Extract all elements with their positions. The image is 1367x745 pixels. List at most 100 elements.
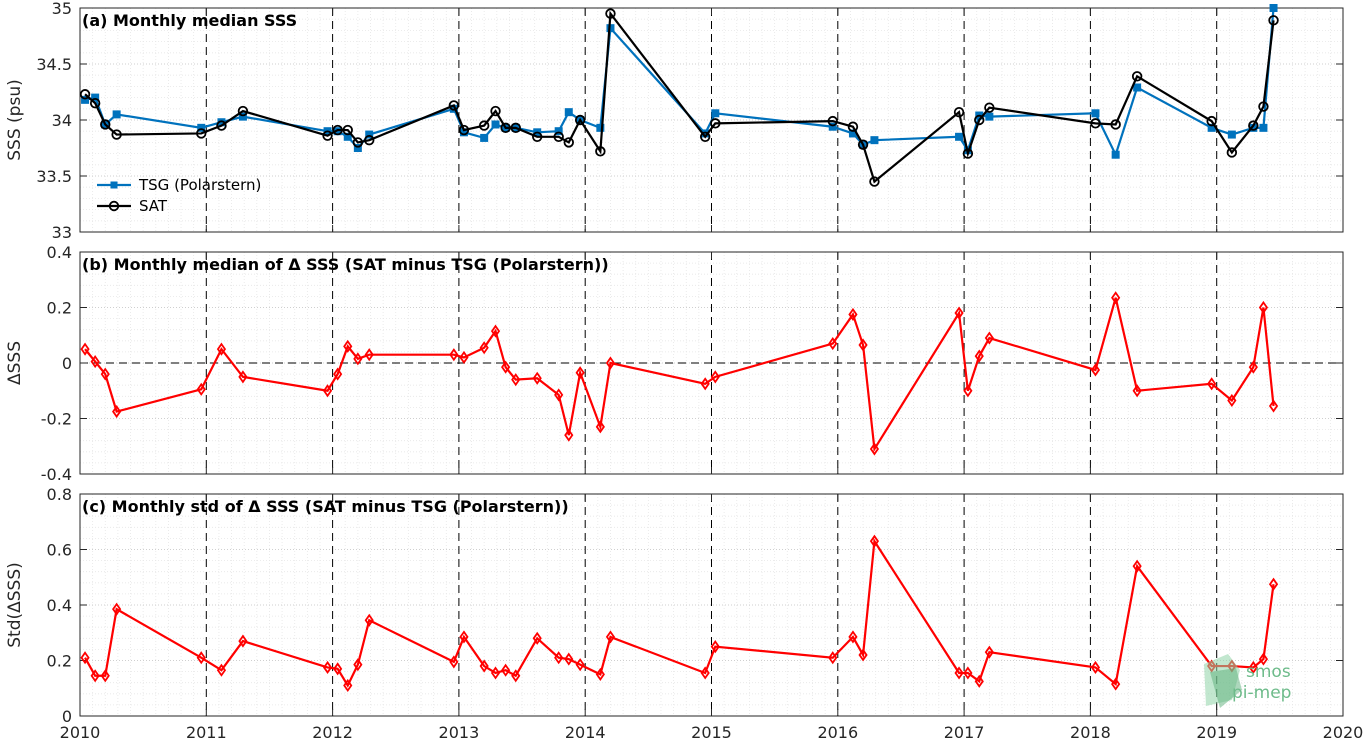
series-line [84, 10, 1275, 184]
data-point [710, 370, 720, 384]
data-point [80, 342, 90, 356]
data-point [458, 124, 470, 136]
data-point [365, 130, 374, 139]
data-point [479, 341, 489, 355]
data-point [869, 442, 880, 456]
panel-b-median-delta-sss: -0.4 -0.2 0 0.2 0.4 ΔSSS (b) Monthly median of… [5, 243, 1344, 484]
logo-line1: smos [1246, 662, 1291, 682]
data-point [954, 666, 964, 680]
data-point [595, 420, 605, 434]
panel-title: (a) Monthly median SSS [82, 11, 297, 30]
panel-a-monthly-median-sss: 33 33.5 34 34.5 35 SSS (psu) (a) Monthly media… [5, 0, 1344, 242]
data-point [1131, 71, 1143, 82]
data-point [1090, 118, 1101, 129]
data-point [828, 122, 837, 131]
data-point [364, 134, 375, 146]
data-point [112, 110, 121, 119]
legend-marker [110, 181, 118, 189]
data-point [79, 89, 91, 100]
data-point [1111, 150, 1120, 159]
data-point [490, 324, 501, 338]
data-point [963, 666, 973, 680]
data-point [1226, 147, 1238, 158]
x-tick-label: 2010 [60, 723, 101, 742]
data-point [90, 669, 100, 683]
data-point [984, 645, 994, 659]
legend-marker [108, 200, 120, 212]
data-point [1248, 660, 1258, 675]
data-point [532, 131, 543, 143]
data-point [459, 350, 469, 365]
series-line [84, 537, 1275, 688]
data-point [100, 669, 110, 683]
y-axis-label: ΔSSS [5, 341, 25, 385]
data-point [333, 367, 343, 381]
data-point [478, 120, 490, 131]
y-tick-label: 0.6 [47, 541, 72, 560]
y-tick-label: 0.8 [47, 485, 72, 504]
data-point [564, 652, 574, 666]
x-tick-label: 2018 [1070, 723, 1111, 742]
data-point [448, 100, 460, 111]
data-point [238, 370, 248, 384]
data-point [554, 127, 563, 136]
data-point [858, 648, 868, 662]
x-tick-label: 2016 [817, 723, 858, 742]
data-point [699, 131, 711, 143]
data-point [828, 651, 838, 665]
data-point [828, 337, 838, 351]
data-point [1258, 300, 1269, 315]
y-tick-label: 0.2 [47, 299, 72, 318]
data-point [500, 122, 511, 134]
data-point [1259, 123, 1268, 132]
y-tick-label: 35 [52, 0, 72, 18]
data-point [574, 114, 586, 126]
data-point [511, 669, 521, 683]
data-point [605, 356, 616, 370]
data-point [1111, 291, 1121, 305]
data-point [1227, 130, 1236, 139]
data-point [238, 634, 248, 648]
data-point [1268, 399, 1279, 413]
data-point [595, 146, 606, 157]
data-point [700, 377, 710, 391]
y-tick-label: -0.4 [41, 465, 72, 484]
y-tick-label: 0.2 [47, 652, 72, 671]
data-point [962, 148, 974, 159]
data-point [322, 130, 333, 141]
smos-pi-mep-logo: smos pi-mep [1204, 654, 1291, 708]
y-tick-label: 34.5 [36, 55, 72, 74]
data-point [491, 120, 500, 129]
data-point [954, 306, 964, 320]
data-point [1206, 115, 1217, 127]
x-tick-label: 2019 [1196, 723, 1237, 742]
data-point [827, 115, 838, 127]
y-tick-label: -0.2 [41, 410, 72, 429]
data-point [490, 666, 501, 680]
legend: TSG (Polarstern) SAT [97, 176, 261, 215]
data-point [1268, 15, 1279, 26]
x-tick-label: 2011 [186, 723, 227, 742]
data-point [1133, 83, 1142, 92]
x-tick-label: 2015 [691, 723, 732, 742]
data-point [343, 132, 352, 141]
data-point [857, 139, 869, 150]
data-point [974, 114, 985, 126]
data-point [848, 630, 858, 644]
data-point [364, 613, 374, 627]
data-point [322, 384, 333, 398]
data-point [554, 651, 564, 665]
data-point [848, 307, 858, 322]
data-point [90, 355, 100, 369]
data-point [575, 366, 585, 380]
data-point [322, 660, 333, 675]
y-tick-label: 0 [62, 707, 72, 726]
data-point [575, 658, 585, 672]
data-point [91, 93, 100, 102]
data-point [332, 124, 343, 136]
data-point [479, 659, 489, 673]
data-point [333, 662, 343, 676]
data-point [100, 119, 111, 130]
y-tick-label: 33 [52, 223, 72, 242]
